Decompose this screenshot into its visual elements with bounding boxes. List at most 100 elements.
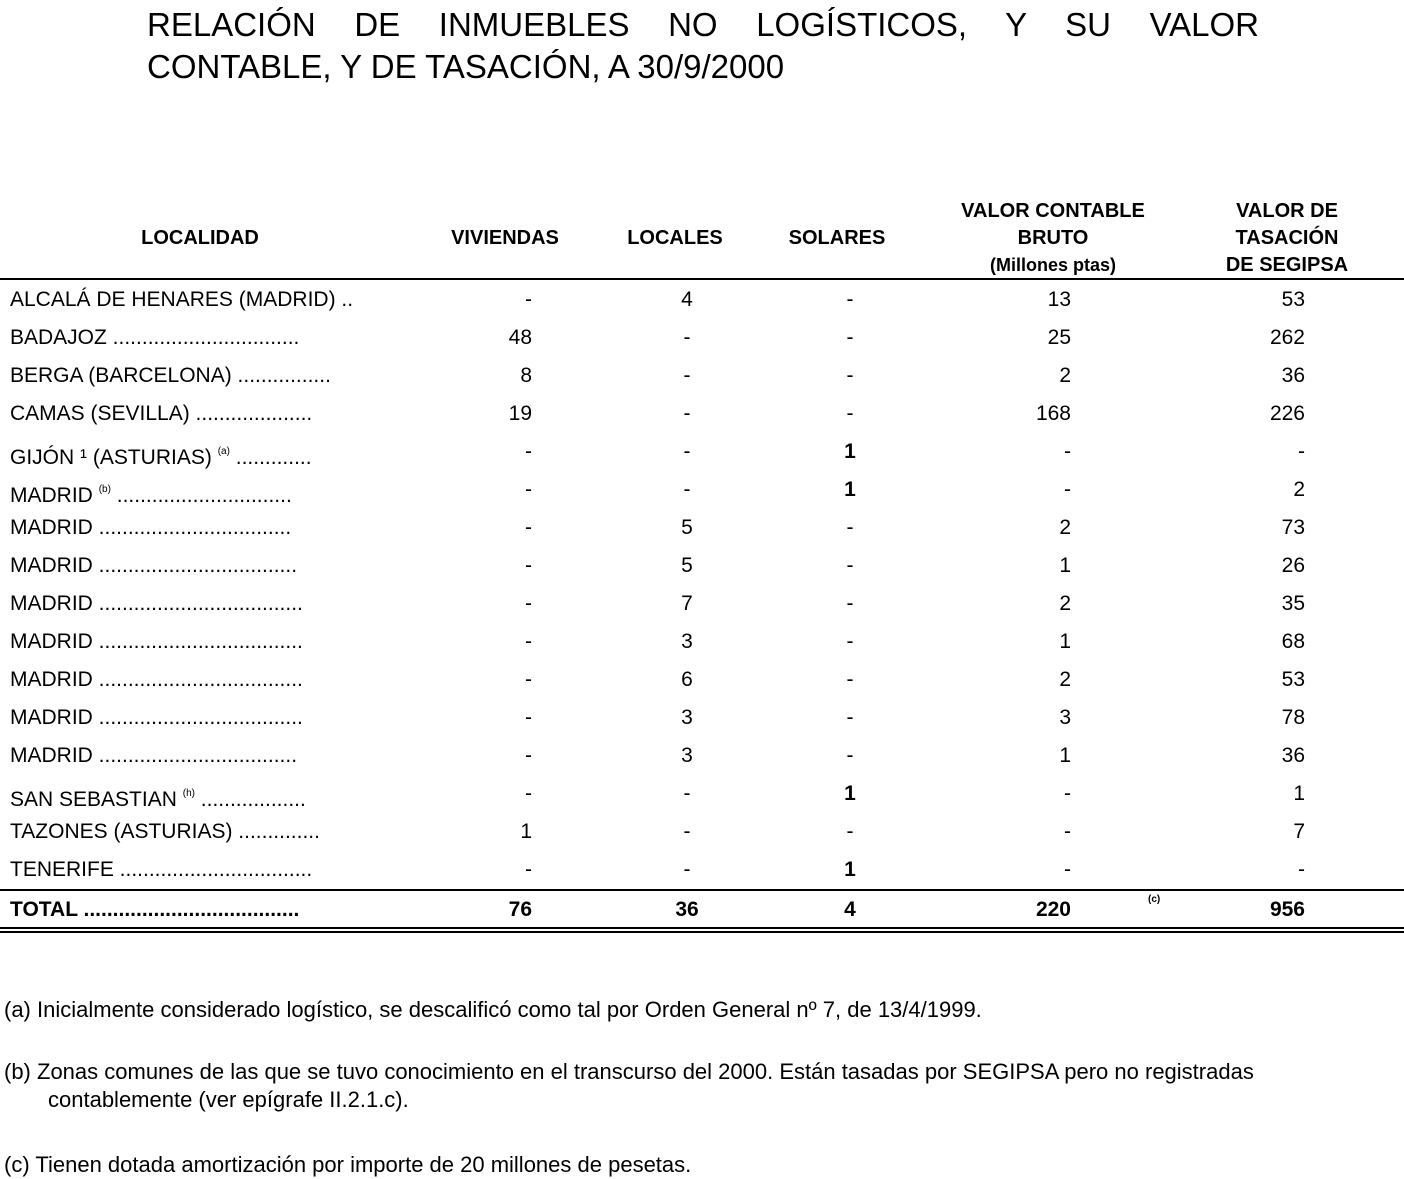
cell-valor-tasacion: 78: [1281, 706, 1305, 729]
leader-dots: ..................: [194, 788, 306, 811]
cell-solares: 1: [844, 858, 856, 881]
cell-localidad: ALCALÁ DE HENARES (MADRID) ..: [10, 288, 354, 311]
cell-solares: -: [846, 288, 854, 311]
table-row: MADRID .................................…: [0, 661, 1404, 699]
cell-solares: -: [846, 744, 854, 767]
cell-valor-tasacion: 262: [1269, 326, 1305, 349]
cell-viviendas: -: [525, 592, 532, 615]
cell-localidad: MADRID .................................…: [10, 744, 298, 767]
table-row: MADRID .................................…: [0, 585, 1404, 623]
cell-viviendas: 48: [508, 326, 532, 349]
cell-valor-contable: 2: [1059, 364, 1071, 387]
cell-solares: -: [846, 630, 854, 653]
cell-locales: 5: [681, 554, 693, 577]
cell-valor-contable: 13: [1047, 288, 1071, 311]
table-row: BERGA (BARCELONA) ................ 8 - - 2 36: [0, 357, 1404, 395]
cell-viviendas: -: [525, 478, 532, 501]
cell-valor-tasacion: 226: [1269, 402, 1305, 425]
total-locales: 36: [675, 898, 699, 921]
cell-localidad-wrap: MADRID (b) .............................…: [10, 471, 292, 515]
total-divider: [0, 889, 1404, 891]
header-viviendas: VIVIENDAS: [451, 227, 559, 249]
header-text: BRUTO: [1017, 227, 1089, 249]
cell-localidad: MADRID .................................…: [10, 706, 303, 729]
cell-locales: -: [683, 782, 691, 805]
cell-locales: -: [683, 858, 691, 881]
cell-viviendas: -: [525, 516, 532, 539]
cell-solares: -: [846, 326, 854, 349]
cell-solares: -: [846, 820, 854, 843]
cell-valor-tasacion: 68: [1281, 630, 1305, 653]
footnote-a: (a) Inicialmente considerado logístico, …: [4, 997, 982, 1022]
table-row: TENERIFE ...............................…: [0, 851, 1404, 889]
cell-localidad: MADRID .................................…: [10, 668, 303, 691]
cell-localidad-wrap: GIJÓN ¹ (ASTURIAS) (a) .............: [10, 433, 312, 477]
cell-locales: -: [683, 364, 691, 387]
cell-locales: 4: [681, 288, 693, 311]
cell-locales: 6: [681, 668, 693, 691]
cell-solares: 1: [844, 440, 856, 463]
total-valor-contable: 220: [1035, 898, 1071, 921]
cell-solares: -: [846, 592, 854, 615]
cell-viviendas: -: [525, 668, 532, 691]
cell-viviendas: 19: [508, 402, 532, 425]
cell-localidad: MADRID .................................…: [10, 630, 303, 653]
cell-localidad: CAMAS (SEVILLA) ....................: [10, 402, 313, 425]
footnote-mark: (a): [217, 446, 230, 457]
cell-valor-contable: 1: [1059, 744, 1071, 767]
cell-valor-contable: -: [1064, 782, 1071, 805]
cell-valor-contable: 1: [1059, 554, 1071, 577]
cell-localidad: MADRID .................................…: [10, 592, 303, 615]
table-row: TAZONES (ASTURIAS) .............. 1 - - - 7: [0, 813, 1404, 851]
footnote-c: (c) Tienen dotada amortización por impor…: [4, 1152, 692, 1177]
cell-valor-tasacion: 36: [1281, 364, 1305, 387]
cell-localidad: TAZONES (ASTURIAS) ..............: [10, 820, 320, 843]
cell-localidad-wrap: SAN SEBASTIAN (h) ..................: [10, 775, 306, 819]
cell-solares: -: [846, 516, 854, 539]
table-row: BADAJOZ ................................…: [0, 319, 1404, 357]
table-row: SAN SEBASTIAN (h) .................. - - 1 -…: [0, 775, 1404, 813]
table-row: GIJÓN ¹ (ASTURIAS) (a) ............. - - 1 -…: [0, 433, 1404, 471]
table-row: CAMAS (SEVILLA) .................... 19 - -…: [0, 395, 1404, 433]
cell-solares: -: [846, 554, 854, 577]
cell-valor-tasacion: -: [1298, 440, 1305, 463]
cell-valor-tasacion: 7: [1293, 820, 1305, 843]
footnote-mark: (h): [182, 788, 195, 799]
cell-locales: -: [683, 402, 691, 425]
footnote-b-text: (b) Zonas comunes de las que se tuvo con…: [4, 1059, 1254, 1112]
cell-valor-contable: 2: [1059, 592, 1071, 615]
cell-viviendas: -: [525, 440, 532, 463]
cell-viviendas: -: [525, 706, 532, 729]
cell-valor-tasacion: 53: [1281, 288, 1305, 311]
cell-viviendas: -: [525, 782, 532, 805]
cell-valor-contable: 168: [1035, 402, 1071, 425]
double-rule-bottom: [0, 931, 1404, 933]
total-viviendas: 76: [508, 898, 532, 921]
document-title: RELACIÓN DE INMUEBLES NO LOGÍSTICOS, Y S…: [147, 4, 1259, 88]
cell-viviendas: -: [525, 744, 532, 767]
cell-localidad: TENERIFE ...............................…: [10, 858, 313, 881]
table-row: MADRID .................................…: [0, 699, 1404, 737]
cell-valor-contable: 3: [1059, 706, 1071, 729]
header-solares: SOLARES: [788, 227, 886, 249]
cell-valor-contable: -: [1064, 478, 1071, 501]
cell-viviendas: -: [525, 554, 532, 577]
cell-valor-tasacion: 26: [1281, 554, 1305, 577]
header-text: (Millones ptas): [989, 255, 1116, 275]
cell-locales: -: [683, 478, 691, 501]
cell-valor-contable: 2: [1059, 668, 1071, 691]
header-text: TASACIÓN: [1235, 227, 1339, 249]
cell-locales: 7: [681, 592, 693, 615]
footnote-b: (b) Zonas comunes de las que se tuvo con…: [4, 1058, 1394, 1114]
header-text: VALOR DE: [1236, 200, 1338, 222]
cell-locales: -: [683, 820, 691, 843]
cell-valor-tasacion: 1: [1293, 782, 1305, 805]
cell-valor-tasacion: 53: [1281, 668, 1305, 691]
cell-valor-contable: -: [1064, 440, 1071, 463]
cell-valor-contable: -: [1064, 820, 1071, 843]
cell-localidad: SAN SEBASTIAN: [10, 788, 177, 811]
cell-valor-contable: 2: [1059, 516, 1071, 539]
total-solares: 4: [844, 898, 856, 921]
cell-localidad: MADRID .................................…: [10, 554, 298, 577]
cell-viviendas: -: [525, 630, 532, 653]
